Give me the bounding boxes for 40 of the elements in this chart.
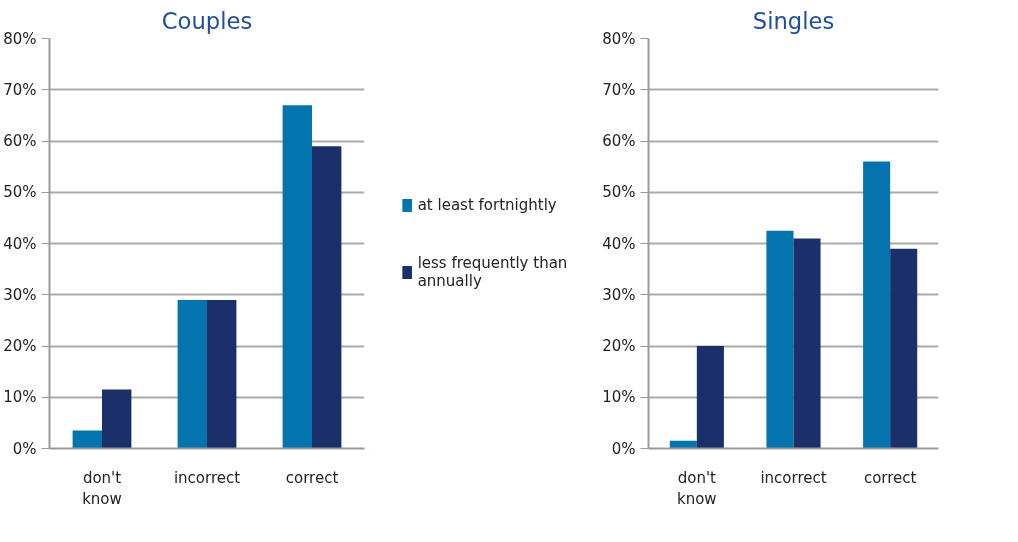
x-tick-label: correct bbox=[863, 468, 917, 487]
y-tick-label: 70% bbox=[3, 80, 37, 99]
legend-label: less frequently than annually bbox=[417, 254, 568, 290]
y-tick-label: 30% bbox=[3, 285, 37, 304]
chart-title: Singles bbox=[752, 7, 835, 34]
y-tick-label: 60% bbox=[3, 132, 37, 150]
y-tick-label: 50% bbox=[602, 183, 636, 202]
y-tick-label: 30% bbox=[602, 285, 636, 304]
y-tick-label: 60% bbox=[602, 132, 636, 150]
y-tick-label: 20% bbox=[602, 337, 636, 355]
y-tick-label: 80% bbox=[602, 29, 636, 48]
y-tick-label: 40% bbox=[3, 234, 37, 253]
x-tick-label: incorrect bbox=[760, 468, 827, 487]
bar bbox=[282, 105, 312, 449]
bar bbox=[177, 299, 207, 449]
bar bbox=[207, 299, 237, 449]
y-tick-label: 70% bbox=[602, 80, 636, 99]
y-tick-label: 0% bbox=[611, 439, 636, 458]
x-tick-label: don't know bbox=[82, 468, 122, 509]
y-tick-label: 40% bbox=[602, 234, 636, 253]
bar bbox=[72, 430, 102, 449]
bar bbox=[793, 238, 821, 449]
bar bbox=[890, 248, 918, 449]
y-tick-label: 20% bbox=[3, 337, 37, 355]
legend-label: at least fortnightly bbox=[417, 196, 557, 214]
y-tick-label: 10% bbox=[602, 388, 636, 407]
bar bbox=[766, 230, 794, 449]
bar bbox=[102, 389, 132, 449]
chart-title: Couples bbox=[161, 7, 253, 34]
bar bbox=[863, 161, 891, 449]
y-tick-label: 50% bbox=[3, 183, 37, 202]
y-tick-label: 80% bbox=[3, 29, 37, 48]
y-tick-label: 0% bbox=[12, 439, 37, 458]
bar bbox=[669, 440, 697, 449]
x-tick-label: incorrect bbox=[173, 468, 241, 487]
bar bbox=[312, 146, 342, 449]
x-tick-label: correct bbox=[285, 468, 339, 487]
y-tick-label: 10% bbox=[3, 388, 37, 407]
x-tick-label: don't know bbox=[677, 468, 717, 509]
bar bbox=[696, 346, 724, 449]
